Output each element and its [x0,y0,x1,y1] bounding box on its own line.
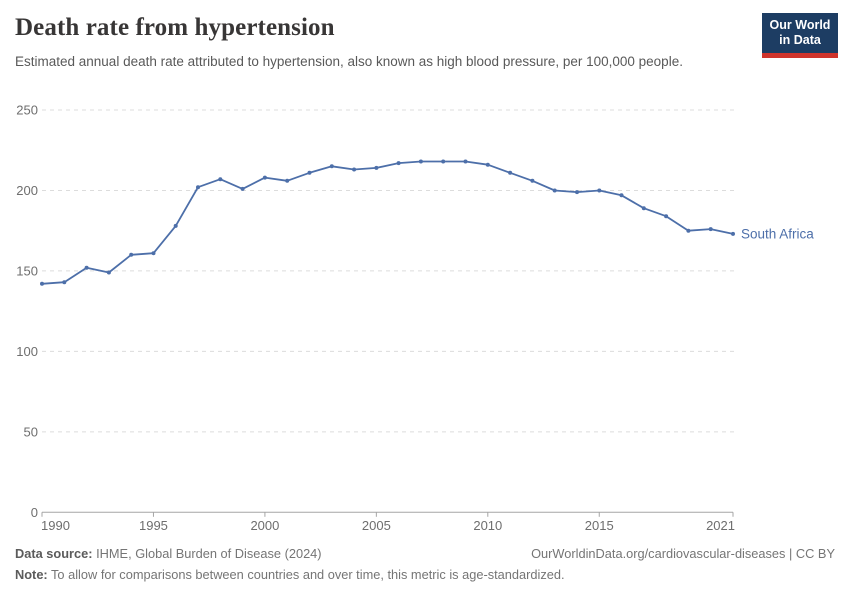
y-tick-label-100: 100 [16,344,38,359]
data-point-2021 [731,231,735,236]
x-tick-label-2015: 2015 [585,518,614,533]
data-source: Data source: IHME, Global Burden of Dise… [15,546,322,561]
chart-note: Note: To allow for comparisons between c… [15,567,835,582]
y-tick-label-150: 150 [16,263,38,278]
data-point-2011 [508,170,513,175]
x-tick-label-2000: 2000 [250,518,279,533]
y-tick-label-0: 0 [31,505,38,520]
owid-logo[interactable]: Our World in Data [762,13,838,58]
y-tick-label-50: 50 [24,424,38,439]
data-point-2002 [307,170,312,175]
data-point-2017 [641,206,646,211]
x-tick-label-1990: 1990 [41,518,70,533]
x-tick-label-2010: 2010 [473,518,502,533]
data-point-1995 [151,251,156,256]
data-point-2019 [686,228,691,233]
data-point-2014 [575,190,579,195]
data-point-1997 [196,185,200,190]
data-point-2020 [708,227,713,232]
data-point-2007 [418,159,423,164]
data-point-2004 [352,167,357,172]
chart-footer: Data source: IHME, Global Burden of Dise… [15,546,835,582]
data-point-1993 [106,270,111,275]
data-point-2009 [463,159,468,164]
line-chart-plot: 0 50 100 150 200 250 1990 1995 2000 2005 2010 2015 2… [16,103,814,533]
data-point-2015 [597,188,602,193]
data-point-1996 [173,223,178,228]
data-point-2012 [530,178,535,183]
owid-logo-line2: in Data [779,33,821,48]
data-point-2006 [396,161,401,166]
data-point-2001 [285,178,290,183]
y-tick-label-250: 250 [16,103,38,118]
series-line-south-africa [41,160,734,285]
y-tick-label-200: 200 [16,183,38,198]
data-point-2016 [619,193,624,198]
data-point-2013 [552,188,557,193]
x-tick-label-2005: 2005 [362,518,391,533]
owid-logo-line1: Our World [769,18,831,32]
series-label-south-africa[interactable]: South Africa [741,226,814,241]
chart-subtitle: Estimated annual death rate attributed t… [15,54,683,69]
x-tick-label-1995: 1995 [139,518,168,533]
data-point-2003 [329,164,334,169]
data-point-2005 [374,165,379,170]
data-point-2018 [664,214,669,219]
page-title: Death rate from hypertension [15,14,335,41]
note-text: To allow for comparisons between countri… [47,567,565,582]
data-point-1991 [62,280,67,285]
data-point-1994 [129,252,134,257]
data-point-2010 [485,162,490,167]
data-point-1998 [218,177,223,182]
data-source-text: IHME, Global Burden of Disease (2024) [92,546,322,561]
note-label: Note: [15,567,48,582]
data-point-1992 [84,265,89,270]
attribution-link[interactable]: OurWorldinData.org/cardiovascular-diseas… [531,546,835,561]
x-tick-label-2021: 2021 [706,518,735,533]
data-point-2000 [262,175,267,180]
data-point-1990 [40,281,44,286]
data-point-2008 [441,159,446,164]
data-source-label: Data source: [15,546,93,561]
data-point-1999 [240,186,245,191]
